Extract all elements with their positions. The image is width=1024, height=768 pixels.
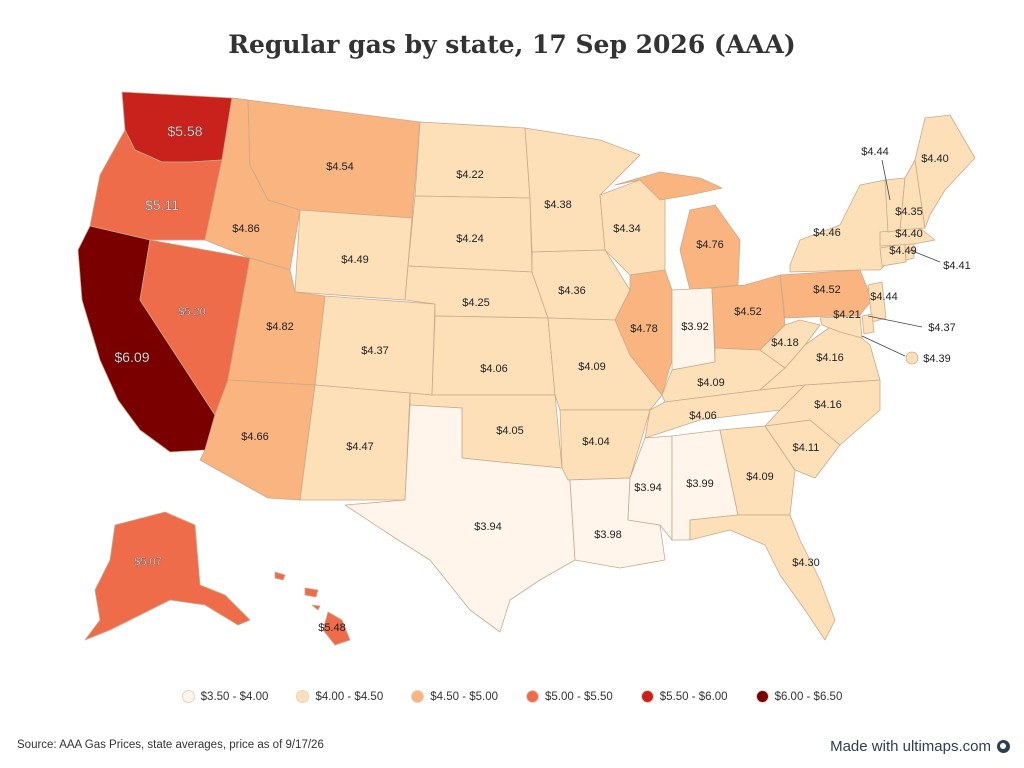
legend-item: $3.50 - $4.00	[181, 690, 269, 703]
price-label-ND: $4.22	[456, 169, 484, 181]
legend-swatch	[411, 690, 425, 703]
price-label-TN: $4.06	[689, 410, 717, 422]
price-label-AK: $5.07	[134, 556, 162, 568]
state-VA[interactable]	[759, 319, 881, 391]
price-label-DE: $4.37	[928, 322, 956, 334]
price-label-WV: $4.18	[771, 337, 799, 349]
price-label-IN: $3.92	[681, 321, 709, 333]
price-label-MN: $4.38	[544, 199, 572, 211]
state-NY[interactable]	[789, 179, 896, 273]
state-WV[interactable]	[759, 319, 821, 369]
price-label-AL: $3.99	[686, 478, 714, 490]
legend-label: $5.00 - $5.50	[545, 690, 613, 703]
state-FL[interactable]	[689, 514, 836, 641]
price-label-NM: $4.47	[346, 441, 374, 453]
price-label-WY: $4.49	[341, 254, 369, 266]
legend-item: $4.50 - $5.00	[411, 690, 498, 703]
price-label-MS: $3.94	[634, 482, 662, 494]
legend-item: $5.00 - $5.50	[526, 690, 613, 703]
price-label-CT: $4.49	[889, 245, 917, 257]
price-label-VA: $4.16	[816, 352, 844, 364]
state-DE[interactable]	[861, 313, 875, 335]
state-PA[interactable]	[779, 269, 873, 319]
price-label-NV: $5.20	[178, 306, 206, 318]
price-label-FL: $4.30	[792, 557, 820, 569]
legend-item: $6.00 - $6.50	[755, 690, 843, 703]
price-label-ME: $4.40	[921, 153, 949, 165]
price-label-MO: $4.09	[578, 361, 606, 373]
state-TX[interactable]	[344, 404, 576, 633]
state-HI[interactable]	[322, 611, 351, 646]
state-DC-marker[interactable]	[905, 351, 919, 365]
price-label-KY: $4.09	[697, 377, 725, 389]
credit-link[interactable]: Made with ultimaps.com	[830, 738, 1010, 755]
legend-swatch	[526, 690, 539, 703]
price-label-MD: $4.21	[833, 309, 861, 321]
legend-label: $4.50 - $5.00	[430, 690, 498, 703]
price-label-SC: $4.11	[793, 442, 820, 454]
price-label-OK: $4.05	[496, 425, 524, 437]
source-note: Source: AAA Gas Prices, state averages, …	[17, 739, 324, 751]
price-label-AZ: $4.66	[241, 431, 269, 443]
state-KS[interactable]	[431, 315, 556, 396]
leader-lines	[861, 159, 941, 357]
price-label-TX: $3.94	[474, 521, 502, 533]
legend-label: $6.00 - $6.50	[774, 690, 843, 703]
globe-icon	[997, 740, 1010, 753]
price-label-MT: $4.54	[326, 161, 354, 173]
price-label-AR: $4.04	[582, 436, 610, 448]
legend-label: $3.50 - $4.00	[200, 690, 269, 703]
price-label-CA: $6.09	[114, 349, 149, 365]
price-label-VT: $4.44	[861, 146, 889, 158]
state-AK[interactable]	[84, 511, 251, 641]
price-label-IA: $4.36	[558, 285, 586, 297]
legend-label: $4.00 - $4.50	[315, 690, 384, 703]
map-title: Regular gas by state, 17 Sep 2026 (AAA)	[228, 30, 796, 59]
state-MI[interactable]	[679, 204, 741, 291]
legend-swatch	[640, 690, 654, 703]
price-label-DC: $4.39	[923, 353, 951, 365]
price-label-HI: $5.48	[318, 622, 346, 634]
price-label-OH: $4.52	[734, 306, 762, 318]
credit-text: Made with ultimaps.com	[830, 738, 991, 755]
price-label-RI: $4.41	[943, 260, 971, 272]
legend: $3.50 - $4.00 $4.00 - $4.50 $4.50 - $5.0…	[0, 690, 1024, 703]
state-NJ[interactable]	[867, 281, 887, 323]
state-HI-islands[interactable]	[274, 571, 321, 611]
state-MD[interactable]	[819, 314, 863, 339]
price-label-OR: $5.11	[145, 197, 179, 213]
price-label-UT: $4.82	[266, 321, 294, 333]
state-GA[interactable]	[719, 425, 796, 516]
price-label-GA: $4.09	[746, 471, 774, 483]
price-label-IL: $4.78	[630, 323, 658, 335]
price-label-NJ: $4.44	[870, 291, 898, 303]
legend-item: $4.00 - $4.50	[296, 690, 383, 703]
legend-item: $5.50 - $6.00	[640, 690, 728, 703]
price-label-NC: $4.16	[814, 399, 842, 411]
price-label-MI: $4.76	[696, 239, 724, 251]
price-label-WA: $5.58	[167, 123, 202, 139]
price-label-KS: $4.06	[480, 363, 508, 375]
legend-swatch	[755, 690, 769, 703]
price-label-CO: $4.37	[361, 345, 389, 357]
price-label-NH: $4.35	[895, 206, 923, 218]
legend-label: $5.50 - $6.00	[659, 690, 728, 703]
state-MI-upper[interactable]	[614, 171, 723, 201]
price-label-ID: $4.86	[232, 223, 260, 235]
price-label-NE: $4.25	[462, 297, 490, 309]
state-ME[interactable]	[914, 114, 976, 229]
price-label-PA: $4.52	[813, 284, 841, 296]
state-NM[interactable]	[299, 384, 411, 501]
price-label-LA: $3.98	[594, 529, 622, 541]
price-label-SD: $4.24	[456, 233, 484, 245]
legend-swatch	[181, 690, 195, 703]
price-label-MA: $4.40	[895, 228, 923, 240]
price-label-NY: $4.46	[813, 227, 841, 239]
state-ND[interactable]	[414, 121, 531, 199]
price-label-WI: $4.34	[613, 223, 641, 235]
legend-swatch	[296, 690, 310, 703]
